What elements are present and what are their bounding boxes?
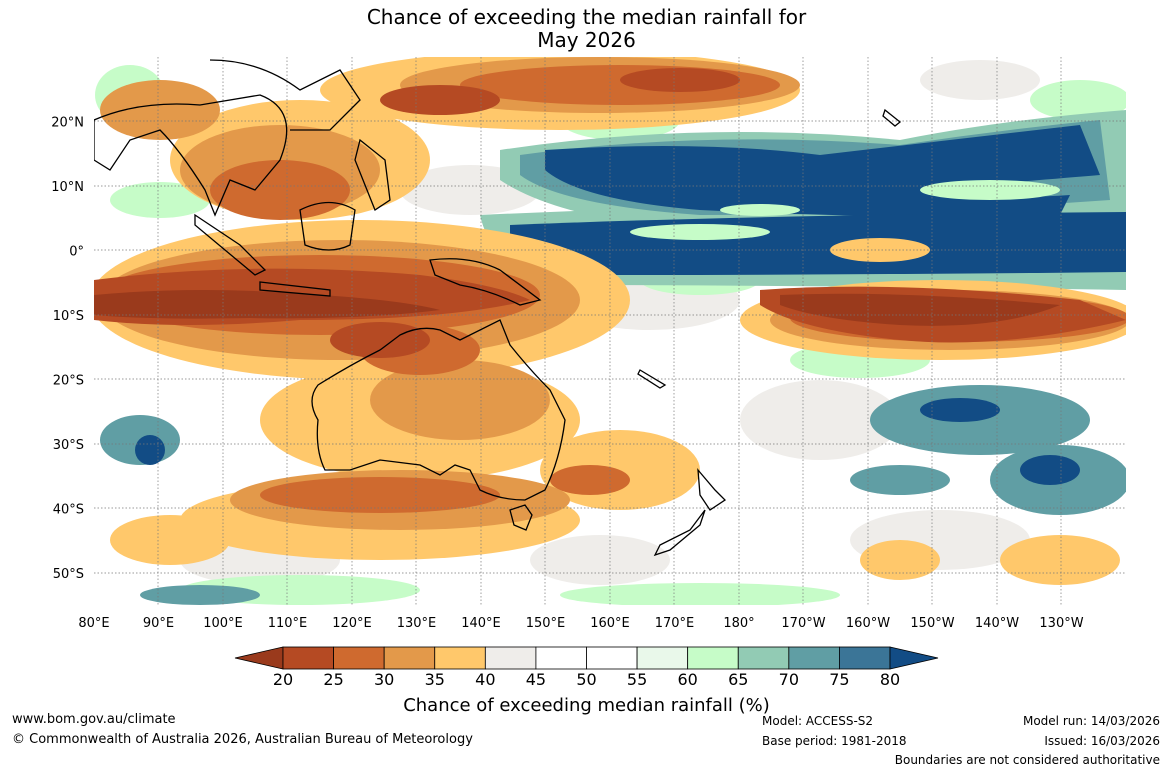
colorbar-swatch xyxy=(434,646,486,670)
lon-tick-label: 180° xyxy=(723,616,754,631)
lat-tick-label: 0° xyxy=(69,244,84,259)
colorbar-swatch xyxy=(687,646,739,670)
lon-tick-label: 140°E xyxy=(461,616,501,631)
indochina-outline xyxy=(94,94,288,217)
lat-tick-label: 10°N xyxy=(51,180,84,195)
nz-north-outline xyxy=(697,468,727,511)
philippines-outline xyxy=(354,138,391,211)
lon-tick-label: 170°E xyxy=(655,616,695,631)
colorbar-swatch xyxy=(636,646,689,670)
lon-tick-label: 150°E xyxy=(526,616,566,631)
sumatra-outline xyxy=(194,213,267,276)
lon-tick-label: 150°W xyxy=(910,616,954,631)
colorbar-tick-label: 70 xyxy=(778,670,799,689)
colorbar-tick-label: 55 xyxy=(626,670,648,689)
colorbar-swatch xyxy=(535,646,587,670)
tasmania-outline xyxy=(509,504,533,531)
lon-tick-label: 130°E xyxy=(397,616,437,631)
colorbar-swatch xyxy=(737,646,790,670)
lat-tick-label: 10°S xyxy=(53,309,84,324)
lon-tick-label: 90°E xyxy=(143,616,174,631)
colorbar-label: Chance of exceeding median rainfall (%) xyxy=(403,695,770,716)
colorbar-tick-label: 25 xyxy=(323,670,344,689)
model-name: Model: ACCESS-S2 xyxy=(762,714,874,728)
colorbar-swatch xyxy=(383,646,436,670)
lon-tick-label: 130°W xyxy=(1039,616,1083,631)
colorbar-tick-label: 40 xyxy=(475,670,496,689)
issued-date: Issued: 16/03/2026 xyxy=(1044,734,1160,748)
java-outline xyxy=(259,281,331,297)
colorbar-extend-high xyxy=(889,646,939,670)
lon-tick-label: 80°E xyxy=(78,616,109,631)
colorbar-extend-low xyxy=(234,646,284,670)
map-title-line2: May 2026 xyxy=(537,28,636,52)
colorbar-swatch xyxy=(586,646,638,670)
colorbar-swatch xyxy=(333,646,385,670)
map-title-line1: Chance of exceeding the median rainfall … xyxy=(366,5,807,29)
nz-south-outline xyxy=(653,509,706,557)
australia-outline xyxy=(311,319,566,501)
lon-tick-label: 170°W xyxy=(781,616,825,631)
borneo-outline xyxy=(299,201,356,251)
colorbar-tick-label: 65 xyxy=(728,670,749,689)
lat-tick-label: 40°S xyxy=(53,502,84,517)
china-coast-outline xyxy=(209,59,361,131)
dry-band xyxy=(94,290,1060,326)
lat-tick-label: 50°S xyxy=(53,567,84,582)
lon-tick-label: 160°W xyxy=(846,616,890,631)
colorbar-tick-label: 30 xyxy=(373,670,395,689)
lat-tick-label: 20°S xyxy=(53,373,84,388)
model-run-date: Model run: 14/03/2026 xyxy=(1022,714,1160,728)
rainfall-field xyxy=(94,57,1126,605)
lon-tick-label: 100°E xyxy=(203,616,243,631)
graticule xyxy=(94,57,1126,605)
colorbar-swatch xyxy=(282,646,334,670)
colorbar-tick-label: 35 xyxy=(424,670,445,689)
lat-tick-label: 30°S xyxy=(53,438,84,453)
colorbar xyxy=(234,646,939,670)
colorbar-tick-label: 20 xyxy=(272,670,294,689)
hawaii-outline xyxy=(882,108,902,127)
colorbar-tick-label: 50 xyxy=(576,670,597,689)
colorbar-tick-label: 45 xyxy=(525,670,547,689)
new-guinea-outline xyxy=(429,258,542,306)
colorbar-swatch xyxy=(839,646,891,670)
lon-tick-label: 140°W xyxy=(975,616,1019,631)
colorbar-swatch xyxy=(788,646,840,670)
lon-tick-label: 110°E xyxy=(268,616,308,631)
new-caledonia-outline xyxy=(637,369,667,389)
lon-tick-label: 160°E xyxy=(590,616,630,631)
coastlines xyxy=(94,59,902,557)
lat-tick-label: 20°N xyxy=(51,115,84,130)
copyright-notice: © Commonwealth of Australia 2026, Austra… xyxy=(12,732,473,747)
base-period: Base period: 1981-2018 xyxy=(762,734,907,748)
rainfall-map: 20°N 10°N 0° 10°S 20°S 30°S 40°S 50°S 80°E 90°E 1… xyxy=(51,57,1126,670)
colorbar-swatch xyxy=(484,646,537,670)
colorbar-tick-label: 80 xyxy=(879,670,901,689)
website-url[interactable]: www.bom.gov.au/climate xyxy=(12,712,176,727)
colorbar-tick-label: 60 xyxy=(677,670,698,689)
boundaries-disclaimer: Boundaries are not considered authoritat… xyxy=(894,753,1160,767)
colorbar-tick-label: 75 xyxy=(829,670,850,689)
lon-tick-label: 120°E xyxy=(332,616,372,631)
